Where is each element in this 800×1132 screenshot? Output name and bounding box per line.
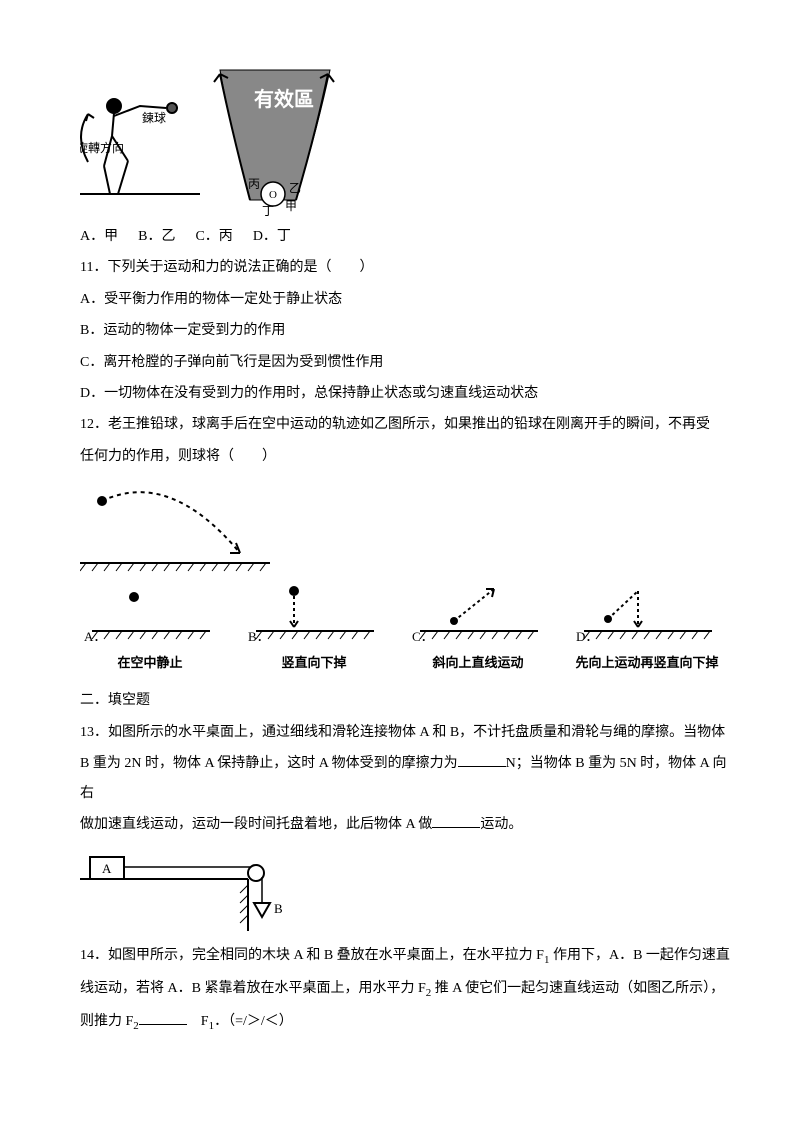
q14-blank[interactable] <box>139 1010 187 1025</box>
q13-a: 13．如图所示的水平桌面上，通过细线和滑轮连接物体 A 和 B，不计托盘质量和滑… <box>80 718 730 747</box>
svg-text:B．: B． <box>248 629 270 644</box>
q11-a: A．受平衡力作用的物体一定处于静止状态 <box>80 285 730 314</box>
svg-text:A: A <box>102 861 112 876</box>
hammer-label: 鍊球 <box>142 110 166 125</box>
q13-blank1[interactable] <box>458 752 506 767</box>
center-o: O <box>269 189 277 201</box>
q12-opt-d: D． 先向上运动再竖直向下掉 <box>572 583 722 676</box>
q12-a-caption: 在空中静止 <box>117 649 182 676</box>
q12-opt-b: B． 竖直向下掉 <box>244 583 384 676</box>
q12-stem-a: 12．老王推铅球，球离手后在空中运动的轨迹如乙图所示，如果推出的铅球在刚离开手的… <box>80 410 730 439</box>
q10-choices: A．甲 B．乙 C．丙 D．丁 <box>80 222 730 251</box>
q12-opt-c: C． 斜向上直线运动 <box>408 583 548 676</box>
point-jia: 甲 <box>285 199 297 213</box>
q13-c: 做加速直线运动，运动一段时间托盘着地，此后物体 A 做运动。 <box>80 810 730 839</box>
q12-c-caption: 斜向上直线运动 <box>432 649 523 676</box>
q14-b: 线运动，若将 A．B 紧靠着放在水平桌面上，用水平力 F2 推 A 使它们一起匀… <box>80 974 730 1005</box>
q11-d: D．一切物体在没有受到力的作用时，总保持静止状态或匀速直线运动状态 <box>80 379 730 408</box>
svg-text:A．: A． <box>84 629 106 644</box>
svg-text:B: B <box>274 901 283 916</box>
point-bing: 丙 <box>248 177 260 191</box>
q10-d: D．丁 <box>253 222 291 251</box>
q13-b: B 重为 2N 时，物体 A 保持静止，这时 A 物体受到的摩擦力为N；当物体 … <box>80 749 730 808</box>
q10-figure: 鍊球 旋轉方向 有效區 丙 乙 丁 甲 O <box>80 66 730 216</box>
q12-b-caption: 竖直向下掉 <box>281 649 346 676</box>
q12-options-row: A． 在空中静止 B． 竖直向下掉 <box>80 583 730 676</box>
q11-stem: 11．下列关于运动和力的说法正确的是（ ） <box>80 253 730 282</box>
q11-c: C．离开枪膛的子弹向前飞行是因为受到惯性作用 <box>80 348 730 377</box>
q12-stem-b: 任何力的作用，则球将（ ） <box>80 442 730 471</box>
rotation-label: 旋轉方向 <box>80 140 124 155</box>
q12-opt-a: A． 在空中静止 <box>80 583 220 676</box>
q14-c: 则推力 F2 F1．（=/＞/＜） <box>80 1007 730 1038</box>
svg-text:D．: D． <box>576 629 598 644</box>
svg-text:C．: C． <box>412 629 434 644</box>
point-yi: 乙 <box>289 181 301 195</box>
q10-b: B．乙 <box>138 222 175 251</box>
q14-a: 14．如图甲所示，完全相同的木块 A 和 B 叠放在水平桌面上，在水平拉力 F1… <box>80 941 730 972</box>
q11-b: B．运动的物体一定受到力的作用 <box>80 316 730 345</box>
section-2: 二．填空题 <box>80 686 730 715</box>
cone-text: 有效區 <box>254 87 314 111</box>
q12-d-caption: 先向上运动再竖直向下掉 <box>575 649 718 676</box>
q10-a: A．甲 <box>80 222 118 251</box>
q13-blank2[interactable] <box>432 813 480 828</box>
q13-figure: A B <box>80 845 730 935</box>
q10-c: C．丙 <box>195 222 232 251</box>
point-ding: 丁 <box>262 204 274 216</box>
q12-figure-main <box>80 477 730 577</box>
